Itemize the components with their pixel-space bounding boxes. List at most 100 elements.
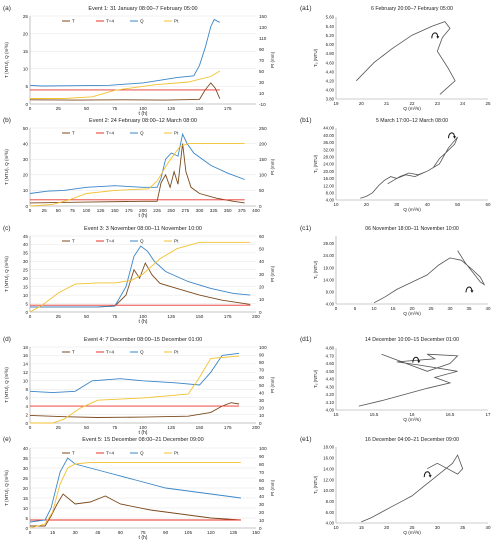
x-tick-label: 25 [42,208,48,213]
x-tick-label: 150 [196,314,204,319]
series-line-Q [29,132,245,194]
x-axis-label: t (h) [139,319,148,325]
y-tick-label: 4.00 [326,198,335,203]
y2-axis-label: Pt (mm) [270,479,275,496]
x-tick-label: 0 [29,208,32,213]
y-tick-label: 30 [23,466,29,471]
y2-tick-label: 20 [259,510,265,515]
y-tick-label: 0 [25,421,28,426]
y2-tick-label: 10 [259,413,265,418]
y-tick-label: 4.10 [326,400,335,405]
x-tick-label: 75 [112,106,118,111]
x-axis-label: Q (m³/s) [403,106,421,112]
x-tick-label: 16.5 [446,412,455,417]
y-tick-label: 25 [23,268,29,273]
y2-tick-label: 90 [259,352,265,357]
y-tick-label: 44.00 [323,126,334,131]
y2-tick-label: 130 [259,25,267,30]
y-tick-label: 10.00 [323,488,334,493]
x-tick-label: 150 [252,530,260,535]
y-axis-label: Tᵤ (NTU) [313,475,318,494]
y-tick-label: 14 [23,362,29,367]
x-tick-label: 35 [466,306,472,311]
x-tick-label: 175 [224,314,232,319]
y-tick-label: 24.00 [323,253,334,258]
x-axis-label: Q (m³/s) [403,530,421,536]
x-tick-label: 15 [333,412,339,417]
x-tick-label: 60 [118,530,124,535]
y-tick-label: 35 [23,251,29,256]
y2-tick-label: 0 [259,310,262,315]
y-tick-label: 15 [23,284,29,289]
x-tick-label: 30 [447,306,453,311]
x-tick-label: 25 [56,106,62,111]
y-tick-label: 12 [23,370,29,375]
panel-label: (b) [3,117,11,124]
y-tick-label: 10 [23,506,29,511]
series-line-Pt [29,461,241,529]
y2-tick-label: 100 [259,446,267,451]
x-tick-label: 25 [485,101,491,106]
y-tick-label: 4.20 [326,78,335,83]
y-tick-label: 4.40 [326,377,335,382]
y-axis-label: Tᵤ (NTU) [313,48,318,67]
y-tick-label: 10 [23,188,29,193]
legend-label-2: Q [140,451,144,456]
y-tick-label: 18 [23,345,29,350]
y2-tick-label: 40 [259,390,265,395]
x-axis-label: t (h) [139,111,148,117]
panel-label: (a1) [300,5,312,12]
x-tick-label: 50 [56,208,62,213]
y-tick-label: 40.00 [323,133,334,138]
x-tick-label: 30 [394,202,400,207]
x-tick-label: 100 [139,106,147,111]
y-tick-label: 4.00 [326,521,335,526]
legend-label-3: Pt [174,350,179,355]
x-tick-label: 20 [409,306,415,311]
y2-tick-label: 80 [259,360,265,365]
x-tick-label: 75 [112,314,118,319]
x-tick-label: 40 [425,202,431,207]
y-axis-label: T (NTU), Q (m³/s) [4,470,9,506]
y2-axis-label: Pt (mm) [270,376,275,393]
panel-label: (d1) [300,336,312,343]
chart-title: Event 1: 31 January 08:00–7 February 05:… [88,6,197,12]
x-tick-label: 300 [196,208,204,213]
y-tick-label: 20.00 [323,169,334,174]
legend-label-1: T=4 [106,239,114,244]
y2-tick-label: 50 [259,486,265,491]
y-tick-label: 16 [23,353,29,358]
y2-tick-label: 70 [259,470,265,475]
x-tick-label: 75 [140,530,146,535]
y-tick-label: 16.00 [323,456,334,461]
x-tick-label: 75 [112,425,118,430]
x-axis-label: t (h) [139,535,148,541]
y-tick-label: 20 [23,173,29,178]
y-tick-label: 40 [23,446,29,451]
y-tick-label: 50 [23,126,29,131]
y2-tick-label: 200 [259,141,267,146]
y-tick-label: 18.00 [323,445,334,450]
x-tick-label: 90 [163,530,169,535]
y-tick-label: 12.00 [323,477,334,482]
y-tick-label: 20 [23,486,29,491]
direction-arrow-icon [412,356,420,363]
panel-label: (c) [3,225,11,232]
chart-title: 5 March 17:00–12 March 08:00 [376,118,448,124]
legend-label-2: Q [140,131,144,136]
y-tick-label: 40 [23,242,29,247]
y-tick-label: 5 [25,84,28,89]
series-line-Pt [29,143,245,207]
y2-tick-label: 100 [259,173,267,178]
x-tick-label: 40 [485,306,491,311]
x-tick-label: 175 [224,106,232,111]
chart-title: Event 5: 15 December 08:00–21 December 0… [82,437,203,443]
direction-arrow-icon [465,286,473,293]
y-tick-label: 30 [23,259,29,264]
y-tick-label: 5 [25,301,28,306]
legend-label-3: Pt [174,239,179,244]
y-tick-label: 36.00 [323,140,334,145]
legend-label-2: Q [140,19,144,24]
series-line-Pt [29,241,251,313]
